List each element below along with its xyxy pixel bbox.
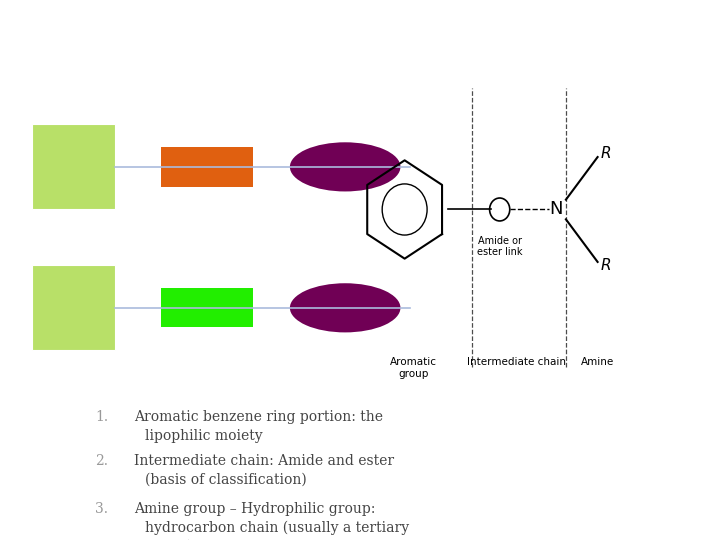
Text: Alkyl Chain: Alkyl Chain: [194, 254, 256, 264]
Ellipse shape: [290, 284, 400, 333]
Text: Intermediate chain: Amide and ester: Intermediate chain: Amide and ester: [134, 454, 394, 468]
FancyBboxPatch shape: [161, 288, 253, 327]
Text: Aromatic benzene ring portion: the: Aromatic benzene ring portion: the: [134, 410, 383, 424]
Text: Lipophilic
aromatic residue: Lipophilic aromatic residue: [318, 98, 400, 120]
Text: Amine: Amine: [581, 357, 614, 367]
Text: Aromatic
group: Aromatic group: [390, 357, 437, 379]
Text: Basic structure of local anaesthetics: Basic structure of local anaesthetics: [40, 19, 553, 44]
Text: R: R: [600, 146, 611, 161]
Text: ESTER: ESTER: [189, 224, 224, 234]
Text: N: N: [549, 200, 562, 219]
Bar: [32, 124, 114, 210]
Text: Amine group – Hydrophilic group:: Amine group – Hydrophilic group:: [134, 502, 375, 516]
Text: Intermediate chain: Intermediate chain: [467, 357, 567, 367]
Text: Amide or
ester link: Amide or ester link: [477, 235, 523, 258]
Circle shape: [490, 198, 510, 221]
Text: AMIDE: AMIDE: [189, 127, 225, 137]
Text: hydrocarbon chain (usually a tertiary: hydrocarbon chain (usually a tertiary: [145, 521, 409, 536]
Text: 1.: 1.: [96, 410, 109, 424]
Text: R: R: [600, 258, 611, 273]
Text: 2.: 2.: [96, 454, 109, 468]
Text: (basis of classification): (basis of classification): [145, 472, 307, 487]
Bar: [32, 265, 114, 350]
Text: Hydrophilic
amine: Hydrophilic amine: [27, 105, 86, 126]
Text: lipophilic moiety: lipophilic moiety: [145, 429, 262, 443]
FancyBboxPatch shape: [161, 147, 253, 186]
Ellipse shape: [290, 143, 400, 192]
Text: 3.: 3.: [96, 502, 109, 516]
